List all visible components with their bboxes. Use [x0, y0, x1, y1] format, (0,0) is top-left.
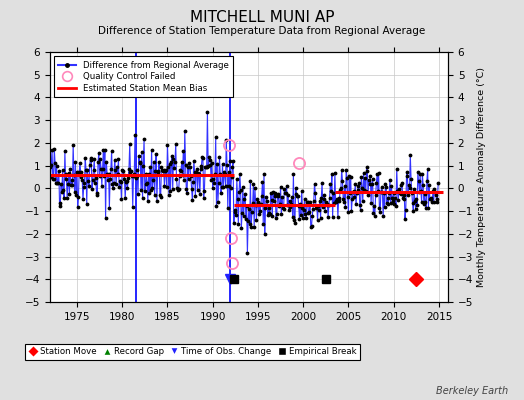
Legend: Station Move, Record Gap, Time of Obs. Change, Empirical Break: Station Move, Record Gap, Time of Obs. C… [25, 344, 359, 360]
Text: Berkeley Earth: Berkeley Earth [436, 386, 508, 396]
Text: MITCHELL MUNI AP: MITCHELL MUNI AP [190, 10, 334, 25]
Legend: Difference from Regional Average, Quality Control Failed, Estimated Station Mean: Difference from Regional Average, Qualit… [54, 56, 233, 97]
Text: Difference of Station Temperature Data from Regional Average: Difference of Station Temperature Data f… [99, 26, 425, 36]
Y-axis label: Monthly Temperature Anomaly Difference (°C): Monthly Temperature Anomaly Difference (… [477, 67, 486, 287]
